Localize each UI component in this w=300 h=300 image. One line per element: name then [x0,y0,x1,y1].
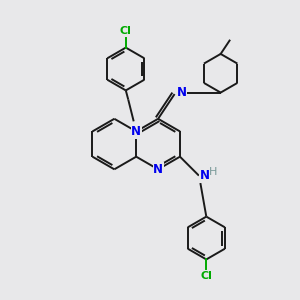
Text: Cl: Cl [200,271,212,281]
Text: N: N [200,169,209,182]
Text: N: N [153,163,163,176]
Text: N: N [131,125,141,138]
Text: H: H [209,167,218,177]
Text: N: N [177,86,187,99]
Text: Cl: Cl [120,26,132,36]
